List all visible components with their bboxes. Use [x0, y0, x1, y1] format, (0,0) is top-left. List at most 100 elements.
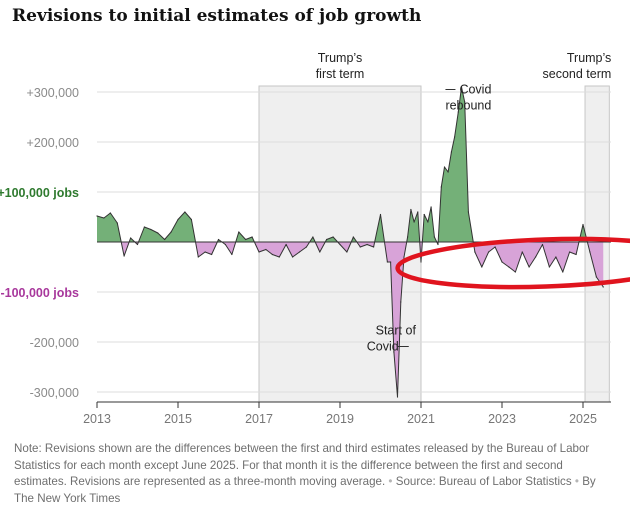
chart-title: Revisions to initial estimates of job gr…	[12, 6, 422, 26]
annotation-label: rebound	[445, 99, 491, 113]
data-point	[569, 251, 571, 253]
data-point	[339, 243, 341, 246]
data-point	[204, 251, 206, 253]
data-point	[575, 253, 577, 256]
footnote: Note: Revisions shown are the difference…	[14, 441, 614, 507]
data-point	[420, 261, 422, 263]
data-point	[433, 236, 435, 238]
data-point	[508, 266, 510, 268]
x-tick-label: 2025	[569, 412, 597, 426]
annotation-label: Start of	[376, 324, 417, 338]
data-point	[535, 256, 537, 258]
annotation-label: Covid	[367, 340, 399, 354]
data-point	[454, 136, 456, 138]
data-point	[123, 255, 125, 257]
data-point	[450, 151, 452, 153]
y-tick-label: -100,000 jobs	[0, 286, 79, 300]
term-label: first term	[316, 67, 365, 81]
data-point	[413, 221, 415, 223]
data-point	[278, 256, 280, 258]
data-point	[373, 246, 375, 248]
separator-dot: •	[388, 475, 393, 488]
data-point	[460, 86, 463, 88]
term-label: Trump’s	[318, 51, 362, 65]
x-tick-label: 2013	[83, 412, 111, 426]
data-point	[211, 253, 213, 256]
data-point	[400, 301, 402, 303]
data-point	[403, 256, 405, 258]
data-point	[170, 231, 172, 233]
data-point	[298, 251, 301, 253]
credit-text: By The New York Times	[14, 475, 596, 505]
data-point	[528, 266, 530, 268]
data-point	[285, 243, 287, 246]
y-tick-label: +300,000	[27, 86, 80, 100]
x-tick-label: 2023	[488, 412, 516, 426]
y-tick-label: +200,000	[27, 136, 80, 150]
data-point	[224, 243, 226, 246]
data-point	[481, 266, 483, 268]
shaded-periods: Trump’s first term Trump’s second term	[258, 51, 612, 403]
data-point	[390, 261, 392, 263]
data-point	[103, 217, 105, 219]
data-point	[177, 218, 179, 221]
data-point	[136, 243, 139, 246]
data-point	[521, 251, 523, 253]
annotation-label: Covid	[459, 83, 491, 97]
revisions-chart: Trump’s first term Trump’s second term +300…	[0, 51, 630, 426]
data-point	[464, 101, 466, 103]
data-point	[379, 213, 382, 216]
data-point	[116, 222, 118, 224]
data-point	[184, 211, 186, 213]
data-point	[457, 111, 459, 113]
axes: +300,000 +200,000 +100,000 jobs -100,000 jo…	[0, 86, 611, 426]
data-point	[238, 231, 240, 233]
data-point	[231, 253, 233, 256]
data-point	[130, 237, 132, 239]
data-point	[488, 251, 490, 253]
data-point	[197, 256, 199, 258]
data-point	[443, 166, 446, 168]
data-point	[245, 238, 247, 241]
data-point	[326, 238, 328, 241]
separator-dot: •	[574, 475, 579, 488]
data-point	[386, 261, 388, 263]
data-point	[440, 186, 442, 188]
data-point	[562, 271, 564, 273]
annotations: Covid rebound Start of Covid	[367, 83, 630, 354]
data-point	[305, 246, 307, 248]
y-tick-label: -200,000	[30, 336, 79, 350]
data-point	[430, 206, 432, 208]
negative-area	[97, 242, 604, 397]
data-point	[589, 251, 591, 253]
data-point	[312, 236, 314, 238]
revision-line	[96, 86, 604, 398]
y-tick-label: +100,000 jobs	[0, 186, 79, 200]
data-point	[157, 232, 159, 234]
y-tick-label: -300,000	[30, 386, 79, 400]
data-point	[332, 236, 334, 238]
data-point	[447, 171, 449, 173]
data-point	[190, 218, 192, 221]
data-point	[602, 286, 604, 288]
data-point	[292, 256, 294, 258]
data-point	[474, 251, 476, 253]
data-point	[359, 246, 361, 248]
data-point	[396, 396, 399, 398]
data-point	[595, 276, 597, 278]
data-point	[582, 223, 584, 226]
data-point	[437, 243, 439, 246]
data-point	[467, 211, 469, 213]
data-point	[217, 238, 220, 241]
data-point	[143, 226, 145, 228]
term-label: second term	[543, 67, 612, 81]
data-point	[109, 212, 111, 214]
data-point	[407, 236, 409, 238]
data-point	[366, 243, 368, 246]
data-point	[417, 211, 419, 213]
data-point	[251, 236, 253, 238]
data-point	[319, 251, 321, 253]
data-point	[494, 246, 496, 248]
data-point	[548, 266, 550, 268]
data-point	[427, 221, 429, 223]
